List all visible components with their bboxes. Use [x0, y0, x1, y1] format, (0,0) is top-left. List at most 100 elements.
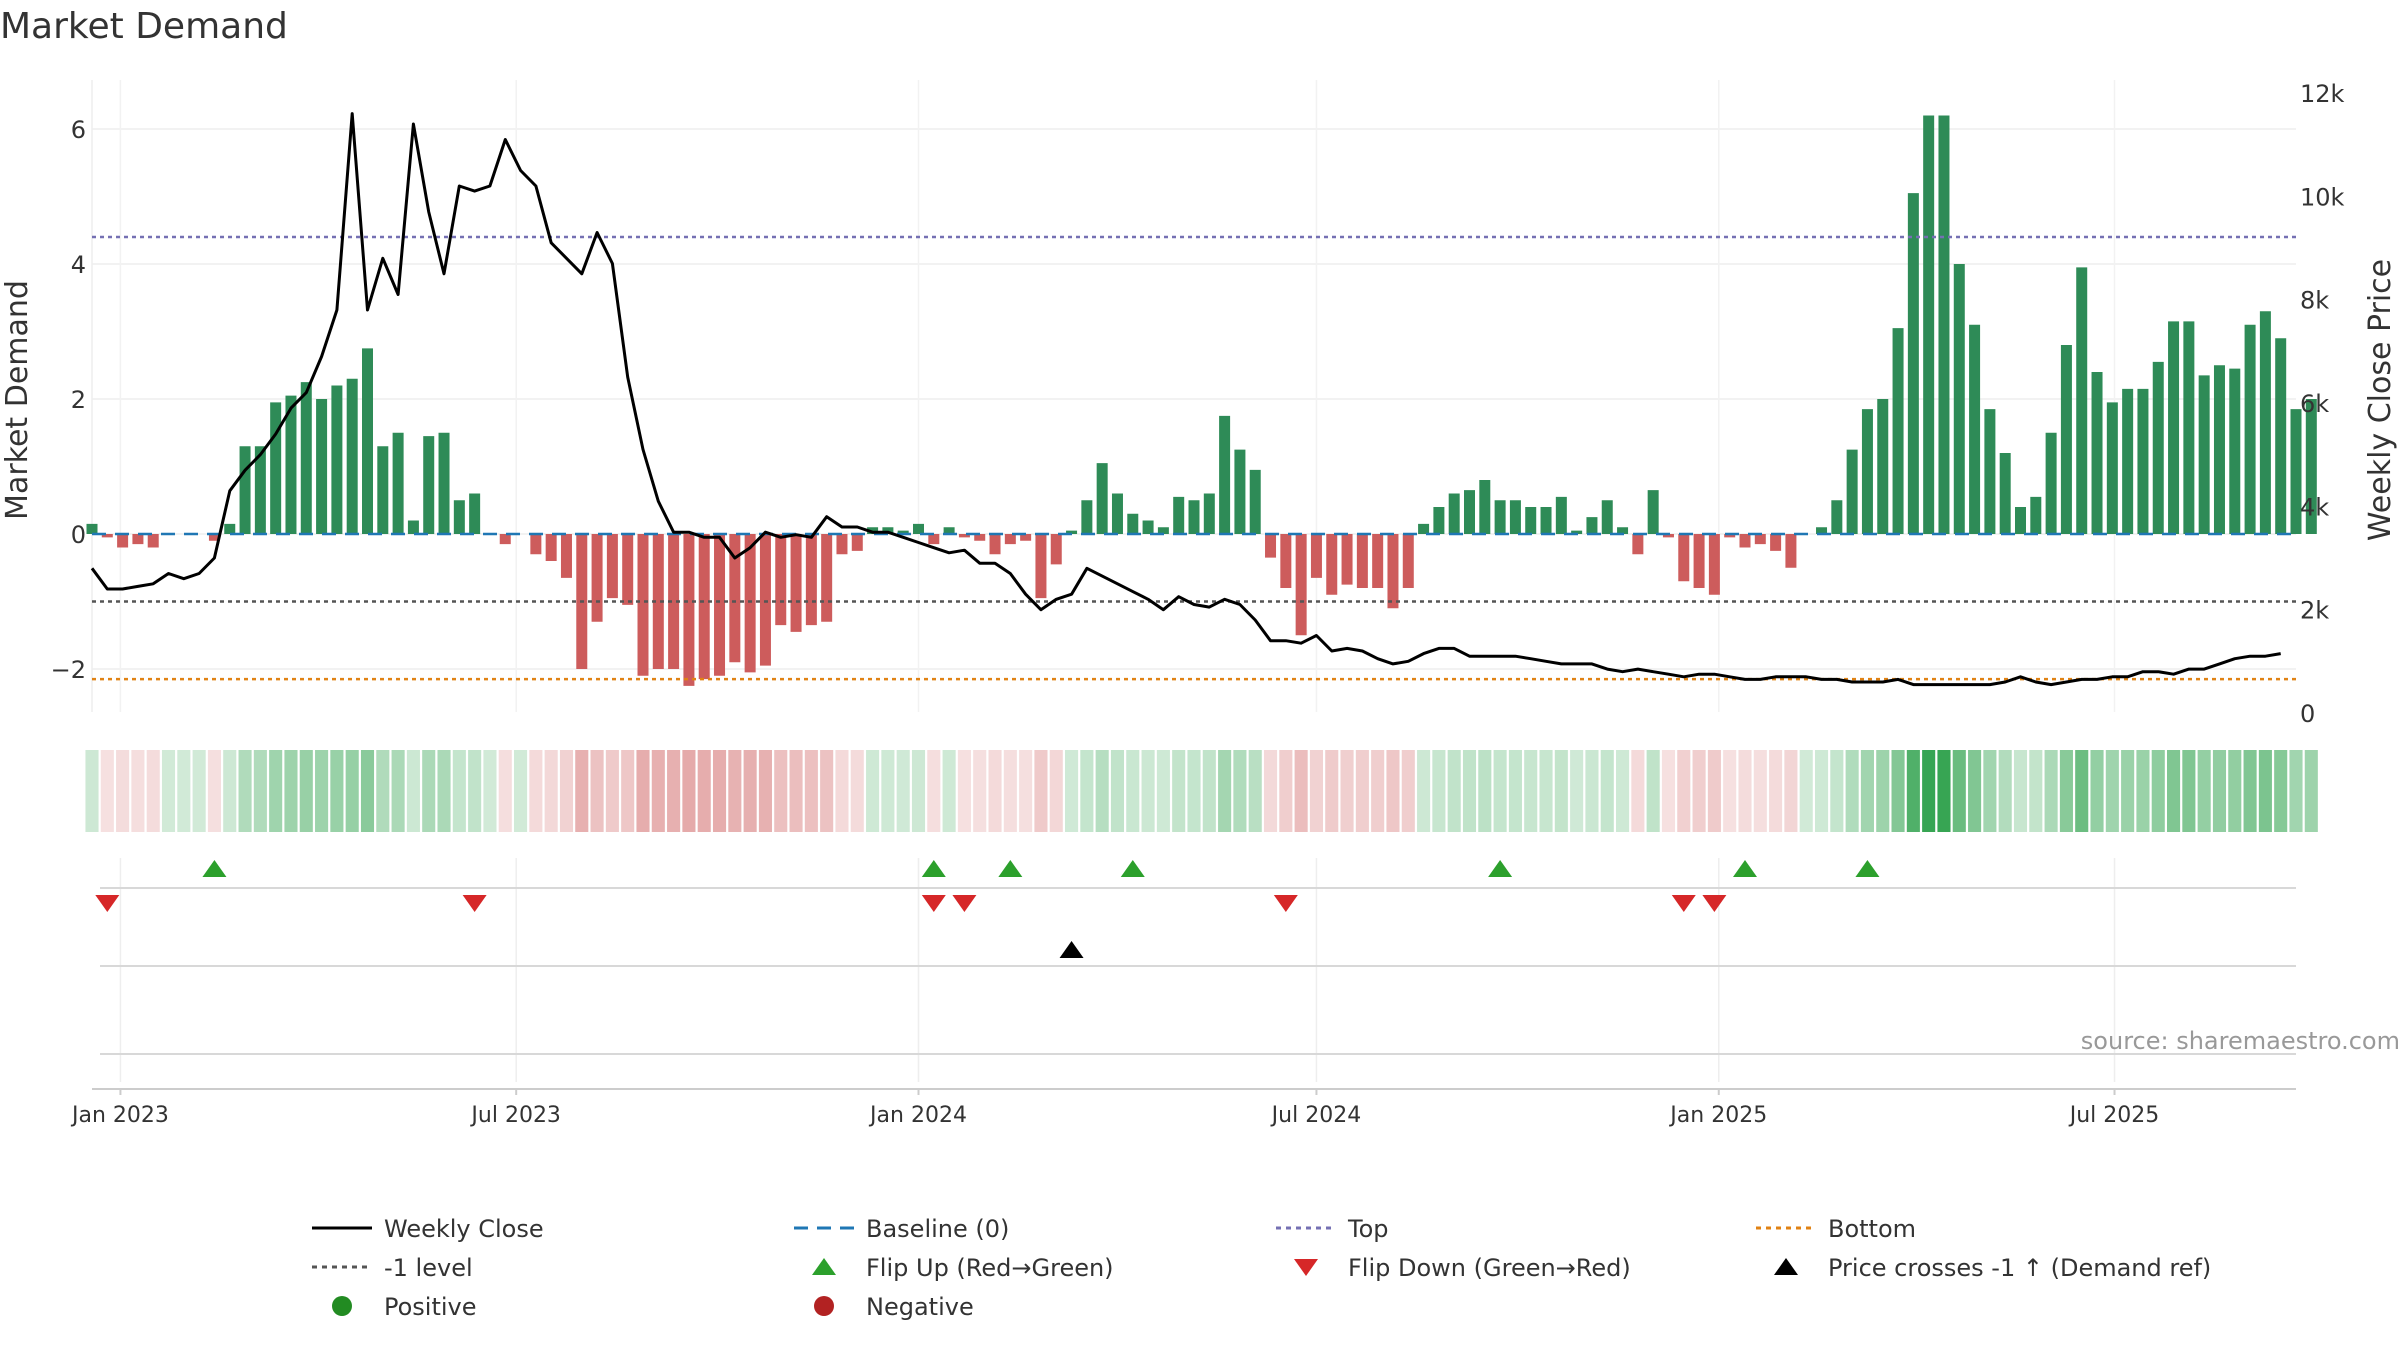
demand-bar	[208, 534, 220, 541]
demand-bar	[1464, 490, 1475, 534]
legend-label: Top	[1347, 1215, 1389, 1243]
demand-bar	[1050, 534, 1062, 565]
demand-bar	[1601, 500, 1613, 534]
heat-cell	[1095, 750, 1109, 832]
price-line-layer	[90, 112, 2281, 687]
demand-bar	[714, 534, 726, 676]
heat-cell	[1738, 750, 1752, 832]
heat-cell	[116, 750, 130, 832]
demand-bar	[1418, 523, 1430, 534]
heat-cell	[2243, 750, 2257, 832]
demand-bar	[1923, 115, 1935, 534]
demand-bar	[1341, 534, 1353, 585]
demand-bar	[2122, 388, 2134, 534]
heat-cell	[559, 750, 574, 832]
heat-cell	[1799, 750, 1813, 832]
legend-label: Positive	[384, 1293, 477, 1321]
demand-bar	[2183, 321, 2195, 534]
heat-cell	[1524, 750, 1538, 832]
demand-bar	[2244, 324, 2256, 534]
heat-cell	[1784, 750, 1798, 832]
heat-cell	[1891, 750, 1905, 832]
flip-up-marker	[998, 860, 1023, 877]
heat-cell	[1218, 750, 1232, 832]
demand-bar	[1356, 534, 1368, 588]
demand-bar	[1234, 449, 1246, 534]
y2-tick-label: 6k	[2300, 390, 2329, 418]
y2-tick-label: 8k	[2300, 287, 2329, 315]
heat-cell	[1263, 750, 1278, 832]
weekly-close-line	[90, 112, 2281, 687]
demand-bar	[1662, 534, 1674, 538]
demand-bar	[1525, 507, 1537, 534]
demand-bar	[1831, 500, 1843, 534]
demand-bar	[530, 534, 542, 555]
demand-bar	[2275, 338, 2287, 534]
flip-down-marker	[921, 895, 946, 912]
heat-cell	[1019, 750, 1033, 832]
legend-label: Flip Down (Green→Red)	[1348, 1254, 1631, 1282]
legend-item-weekly_close: Weekly Close	[312, 1215, 544, 1243]
demand-bar	[2152, 361, 2164, 534]
demand-bar	[1969, 324, 1981, 534]
x-tick-label: Jan 2024	[868, 1103, 967, 1128]
legend-label: Bottom	[1828, 1215, 1916, 1243]
heat-cell	[1371, 750, 1385, 832]
price-cross-marker	[1059, 941, 1084, 958]
heat-cell	[1906, 750, 1920, 832]
legend-item-negative: Negative	[814, 1293, 974, 1321]
heat-cell	[207, 750, 221, 832]
heat-cell	[1401, 750, 1415, 832]
flip-up-marker	[921, 860, 946, 877]
heat-cell	[1876, 750, 1890, 832]
heat-cell	[1156, 750, 1170, 832]
heat-cell	[1447, 750, 1461, 832]
heat-cell	[422, 750, 436, 832]
demand-bar	[2168, 321, 2180, 534]
demand-bar	[2198, 375, 2210, 534]
heat-cell	[896, 750, 910, 832]
heat-cell	[2136, 750, 2150, 832]
y-tick-label: 4	[71, 251, 86, 279]
legend-label: Baseline (0)	[866, 1215, 1009, 1243]
heat-cell	[1202, 750, 1216, 832]
heat-cell	[1141, 750, 1155, 832]
demand-bar	[1678, 534, 1690, 582]
heat-cell	[1049, 750, 1063, 832]
demand-bar	[2259, 311, 2271, 534]
demand-bar	[438, 432, 450, 534]
heat-cell	[514, 750, 528, 832]
heat-cell	[131, 750, 145, 832]
heat-cell	[789, 750, 803, 832]
heat-cell	[636, 750, 650, 832]
demand-bar	[1326, 534, 1338, 595]
heat-cell	[2274, 750, 2288, 832]
heat-cell	[544, 750, 558, 832]
demand-bar	[1295, 534, 1307, 636]
heat-cell	[988, 750, 1002, 832]
demand-bar	[1142, 520, 1154, 534]
heat-cell	[1172, 750, 1186, 832]
heat-cell	[1355, 750, 1369, 832]
demand-bar	[805, 534, 817, 626]
legend-label: Flip Up (Red→Green)	[866, 1254, 1114, 1282]
y2-tick-label: 0	[2300, 700, 2315, 728]
demand-bar	[2091, 372, 2103, 534]
demand-bar	[239, 446, 251, 534]
flip-down-marker	[462, 895, 487, 912]
heat-cell	[2228, 750, 2242, 832]
flip-up-marker	[1120, 860, 1145, 877]
demand-bar	[652, 534, 664, 669]
heat-cell	[360, 750, 375, 832]
demand-bar	[1953, 264, 1965, 534]
legend-label: Price crosses -1 ↑ (Demand ref)	[1828, 1254, 2211, 1282]
heat-cell	[1769, 750, 1783, 832]
demand-bar	[1571, 530, 1583, 534]
demand-bar	[117, 534, 129, 548]
heat-cell	[575, 750, 589, 832]
heat-cell	[1707, 750, 1721, 832]
heat-cell	[590, 750, 604, 832]
demand-bar	[1555, 496, 1567, 534]
demand-bar	[1479, 480, 1491, 534]
demand-bar	[1433, 507, 1445, 534]
